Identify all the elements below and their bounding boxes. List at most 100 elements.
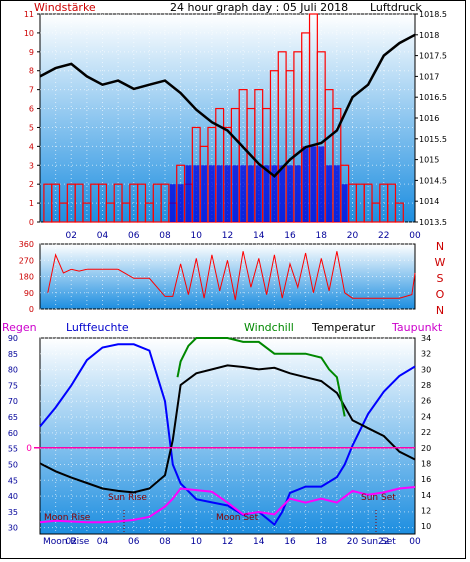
- luftdruck-tick-label: 1018: [419, 31, 439, 40]
- humidity-tick-label: 70: [8, 397, 18, 406]
- luftdruck-tick-label: 1013.5: [419, 218, 447, 227]
- luftdruck-tick-label: 1017.5: [419, 52, 447, 61]
- humidity-tick-label: 80: [8, 366, 18, 375]
- x-tick-label: 16: [284, 231, 296, 241]
- luftdruck-tick-label: 1014: [419, 197, 439, 206]
- x-tick-label: 16: [284, 537, 296, 547]
- x-tick-label: 02: [66, 537, 77, 547]
- humidity-tick-label: 55: [8, 445, 18, 454]
- temperature-tick-label: 26: [421, 397, 431, 406]
- temperature-tick-label: 30: [421, 365, 431, 374]
- humidity-tick-label: 40: [8, 492, 18, 501]
- temperature-tick-label: 24: [421, 412, 431, 421]
- gust-bar: [224, 165, 231, 222]
- gust-bar: [201, 165, 207, 222]
- pressure-line: [39, 33, 416, 178]
- gust-bar: [193, 165, 200, 222]
- gust-bar: [216, 165, 223, 222]
- gust-bar: [232, 165, 239, 222]
- x-tick-label: 00: [409, 537, 421, 547]
- luftdruck-tick-label: 1015: [419, 156, 439, 165]
- luftfeuchte-label: Luftfeuchte: [66, 321, 129, 334]
- gust-bar: [310, 146, 317, 222]
- gust-bar: [287, 165, 293, 222]
- temperature-tick-label: 28: [421, 381, 431, 390]
- luftdruck-tick-label: 1018.5: [419, 10, 447, 19]
- x-tick-label: 22: [378, 231, 389, 241]
- chart-title: 24 hour graph day : 05 Juli 2018: [170, 1, 348, 14]
- wind-pressure-xticks: 02 04 06 08 10 12 14 16 18 20 22 00: [66, 231, 421, 241]
- windstaerke-tick-label: 2: [29, 180, 34, 189]
- temperature-tick-label: 12: [421, 506, 431, 515]
- compass-letter: N: [436, 240, 444, 253]
- climate-grid: [40, 337, 415, 534]
- gust-bar: [294, 165, 301, 222]
- wind-pressure-axes: 0 1 2 3 4 5 6 7 8 9 10 11 1013.5 1014 1014.5 1015 1015.5…: [24, 10, 447, 227]
- sun-set-annotation: Sun Set: [361, 493, 396, 503]
- x-tick-label: 04: [97, 537, 109, 547]
- compass-letter: S: [437, 272, 444, 285]
- temperature-tick-label: 16: [421, 475, 431, 484]
- temperature-tick-label: 20: [421, 444, 431, 453]
- windstaerke-tick-label: 11: [24, 10, 34, 19]
- gust-bar: [279, 165, 286, 222]
- dewpoint-line: [39, 486, 416, 524]
- temperature-line: [39, 364, 416, 494]
- luftdruck-tick-label: 1017: [419, 72, 439, 81]
- x-tick-label: 02: [66, 231, 77, 241]
- windstaerke-tick-label: 8: [29, 67, 34, 76]
- gust-bar: [248, 165, 254, 222]
- wind-pressure-marks: [39, 13, 416, 223]
- humidity-tick-label: 85: [8, 350, 18, 359]
- humidity-tick-label: 75: [8, 381, 18, 390]
- luftdruck-tick-label: 1015.5: [419, 135, 447, 144]
- direction-tick-label: 270: [19, 256, 34, 265]
- windstaerke-label: Windstärke: [34, 1, 96, 14]
- temperature-tick-label: 10: [421, 522, 431, 531]
- x-tick-label: 18: [316, 231, 328, 241]
- humidity-tick-label: 30: [8, 524, 18, 533]
- taupunkt-label: Taupunkt: [391, 321, 443, 334]
- windstaerke-tick-label: 9: [29, 48, 34, 57]
- humidity-tick-label: 35: [8, 508, 18, 517]
- x-tick-label: 10: [191, 231, 203, 241]
- compass-letter: W: [435, 256, 446, 269]
- climate-marks: [39, 337, 416, 526]
- luftdruck-tick-label: 1014.5: [419, 176, 447, 185]
- x-tick-label: 04: [97, 231, 109, 241]
- x-tick-label: 20: [347, 537, 359, 547]
- gust-bar: [341, 184, 348, 222]
- climate-xticks: 02 04 06 08 10 12 14 16 18 20 22 00: [66, 537, 421, 547]
- x-tick-label: 06: [128, 231, 140, 241]
- temperature-tick-label: 14: [421, 491, 431, 500]
- x-tick-label: 08: [159, 537, 171, 547]
- gust-bar: [318, 146, 325, 222]
- windstaerke-tick-label: 7: [29, 86, 34, 95]
- x-tick-label: 14: [253, 537, 265, 547]
- compass-letter: N: [436, 304, 444, 317]
- luftdruck-tick-label: 1016.5: [419, 93, 447, 102]
- windstaerke-tick-label: 3: [29, 161, 34, 170]
- direction-tick-label: 180: [19, 273, 34, 282]
- x-tick-label: 00: [409, 231, 421, 241]
- humidity-tick-label: 60: [8, 429, 18, 438]
- x-tick-label: 12: [222, 231, 233, 241]
- humidity-tick-label: 90: [8, 334, 18, 343]
- direction-tick-label: 0: [29, 305, 34, 314]
- temperature-tick-label: 18: [421, 459, 431, 468]
- moon-rise-axis-label: Moon Rise: [43, 537, 90, 547]
- direction-tick-label: 360: [19, 240, 34, 249]
- sun-set-axis-label: Sun Set: [361, 537, 396, 547]
- x-tick-label: 10: [191, 537, 203, 547]
- temperatur-label: Temperatur: [311, 321, 376, 334]
- x-tick-label: 06: [128, 537, 140, 547]
- climate-axes: 30 35 40 45 50 55 60 65 70 75 80 85 90 10 12 14 16 18 20 22…: [8, 334, 431, 533]
- wind-direction-marks: [47, 251, 416, 301]
- windstaerke-tick-label: 5: [29, 123, 34, 132]
- gust-bar: [185, 165, 192, 222]
- humidity-line: [39, 343, 416, 526]
- gust-bar: [255, 165, 262, 222]
- windchill-label: Windchill: [244, 321, 294, 334]
